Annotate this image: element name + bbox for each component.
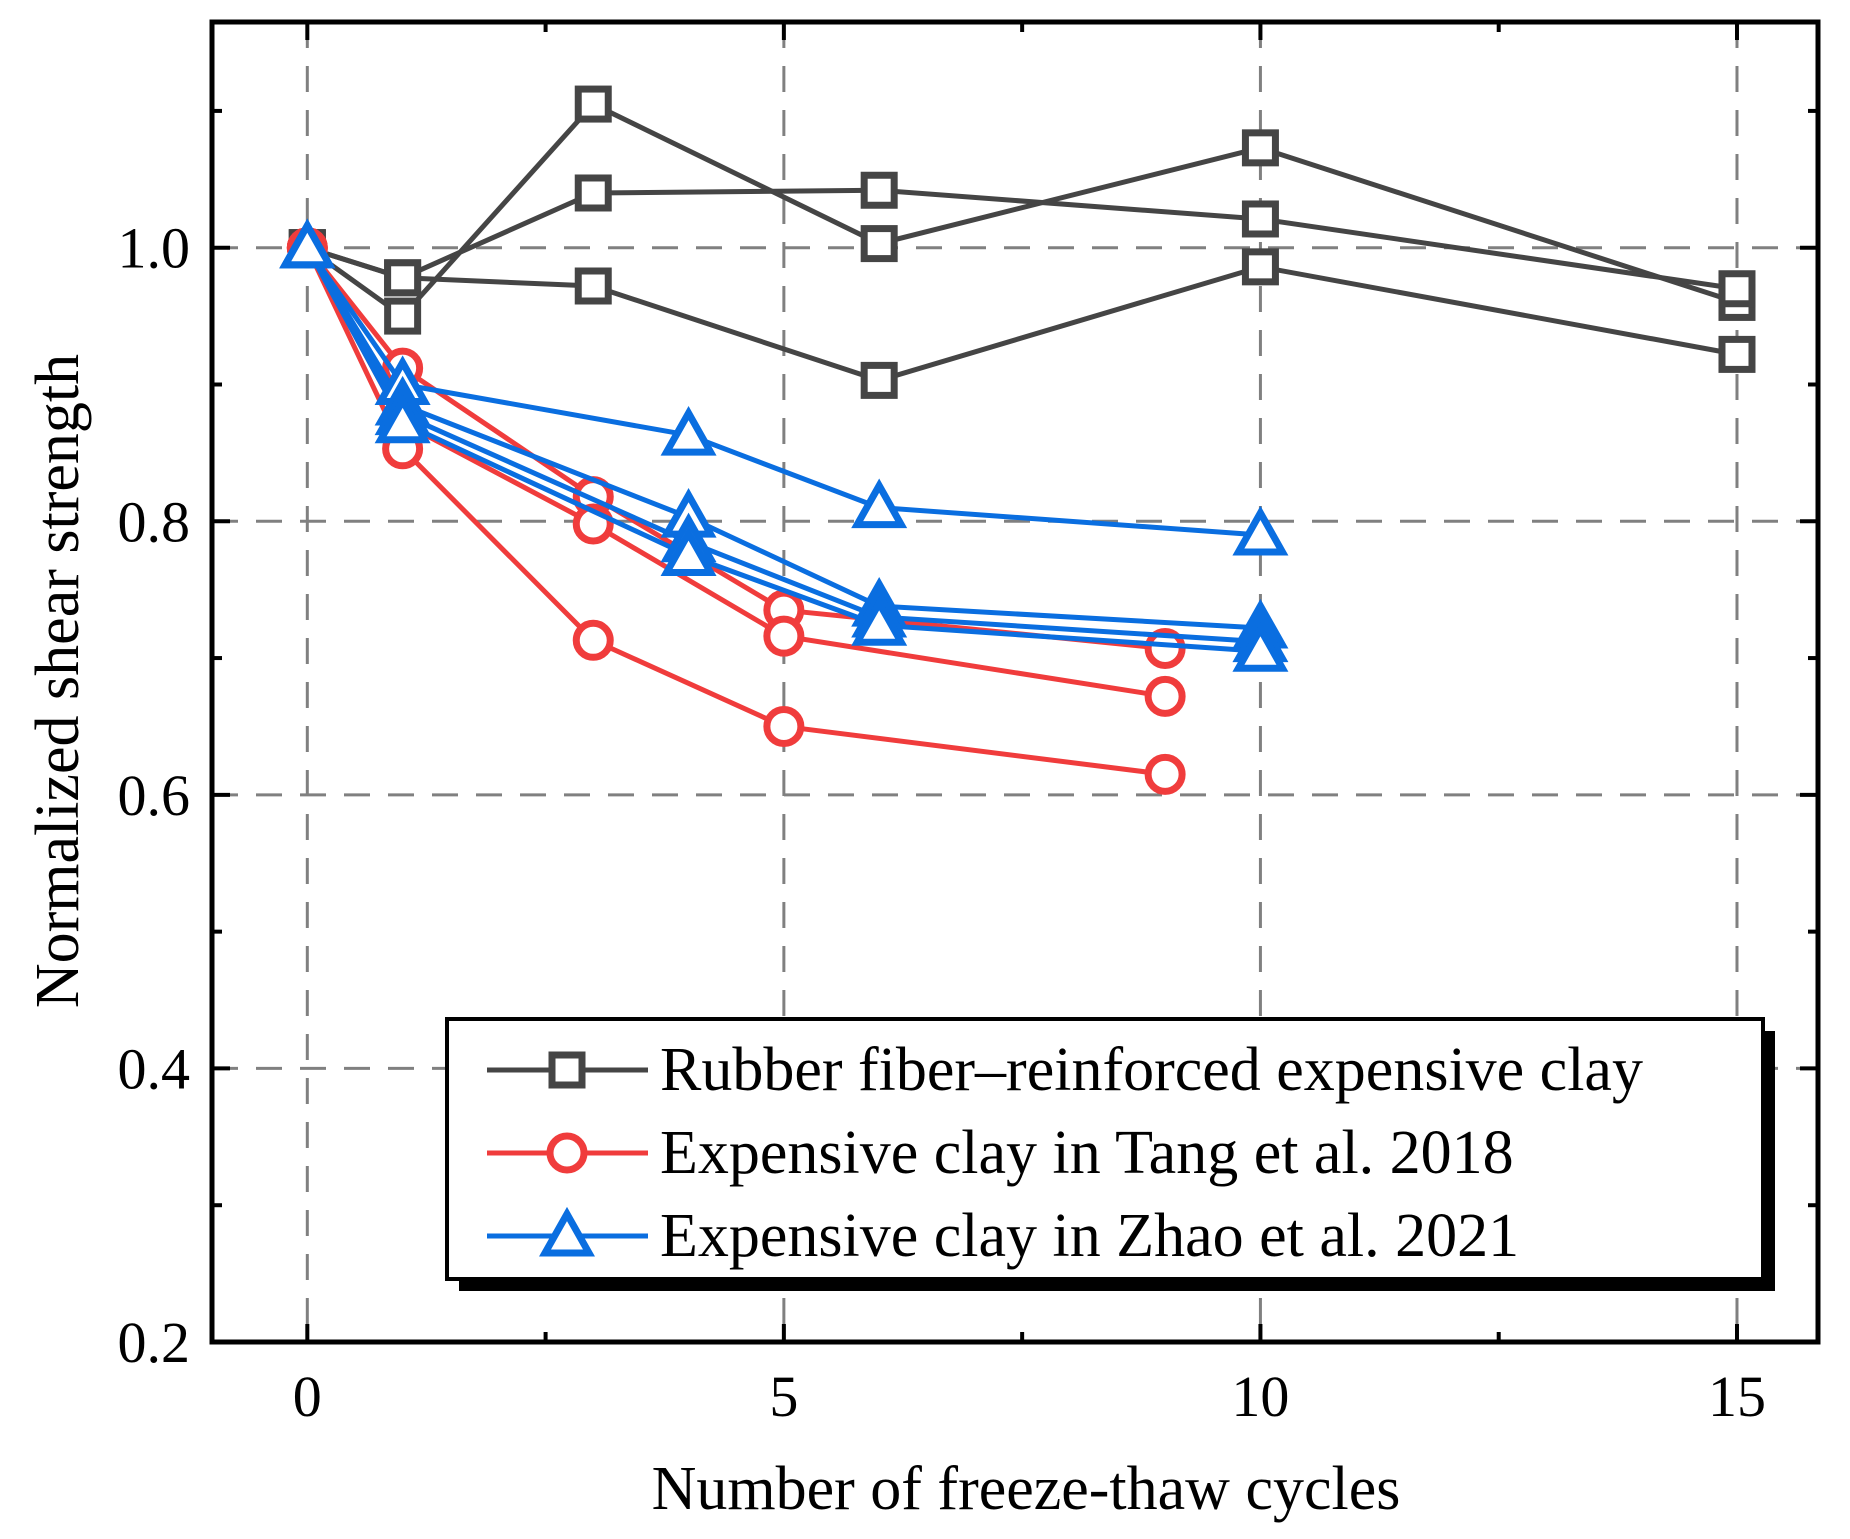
plot-frame: [209, 19, 1821, 1345]
series-line-square-2: [306, 187, 1738, 292]
y-axis-title: Normalized shear strength: [24, 354, 92, 1008]
legend-label: Expensive clay in Zhao et al. 2021: [660, 1202, 1519, 1270]
data-point-triangle: [279, 218, 336, 269]
legend-entry-square: Rubber fiber–reinforced expensive clay: [487, 1036, 1643, 1104]
tick-labels: 0 5 10 15 0.2 0.4 0.6 0.8 1.0: [118, 216, 1766, 1429]
data-point-triangle: [851, 596, 908, 646]
data-point-circle: [1144, 675, 1186, 717]
data-point-circle: [763, 705, 805, 747]
x-axis-title: Number of freeze-thaw cycles: [652, 1455, 1401, 1523]
data-point-square: [384, 297, 422, 335]
series-group-triangle: [279, 218, 1289, 672]
data-point-square: [384, 259, 422, 297]
data-point-triangle: [1232, 505, 1289, 556]
legend-box: [445, 1017, 1765, 1281]
y-tick-label: 0.2: [118, 1310, 191, 1375]
data-point-square: [1241, 129, 1279, 167]
data-point-circle: [1144, 753, 1186, 795]
legend-marker-square: [548, 1051, 586, 1089]
axis-ticks: [212, 22, 1818, 1344]
data-point-triangle: [851, 478, 908, 529]
data-point-square: [1718, 270, 1756, 308]
legend-entry-circle: Expensive clay in Tang et al. 2018: [487, 1119, 1514, 1187]
data-point-triangle: [660, 526, 717, 576]
series-line-square-3: [306, 245, 1738, 383]
legend-marker-triangle: [539, 1206, 595, 1257]
data-point-square: [1718, 335, 1756, 373]
legend-marker-circle: [546, 1132, 588, 1174]
series-group-circle: [286, 227, 1186, 795]
data-point-square: [860, 225, 898, 263]
data-point-square: [860, 171, 898, 209]
y-tick-label: 0.4: [118, 1036, 191, 1101]
data-point-square: [574, 174, 612, 212]
data-point-circle: [1144, 627, 1186, 669]
series-line-circle-3: [305, 246, 1166, 777]
data-point-triangle: [374, 393, 431, 444]
data-point-triangle: [660, 405, 717, 456]
data-point-square: [574, 85, 612, 123]
legend: Rubber fiber–reinforced expensive clay Ex…: [445, 1017, 1775, 1291]
y-tick-label: 0.6: [118, 763, 191, 828]
data-point-square: [1241, 248, 1279, 286]
legend-label: Expensive clay in Tang et al. 2018: [660, 1119, 1514, 1187]
data-point-square: [574, 267, 612, 305]
data-point-circle: [763, 615, 805, 657]
data-point-square: [860, 361, 898, 399]
legend-entry-triangle: Expensive clay in Zhao et al. 2021: [487, 1202, 1519, 1270]
data-point-circle: [572, 619, 614, 661]
legend-label: Rubber fiber–reinforced expensive clay: [660, 1036, 1643, 1104]
data-series: [279, 85, 1756, 795]
data-point-triangle: [1232, 622, 1289, 672]
y-tick-label: 1.0: [118, 216, 191, 281]
x-tick-label: 15: [1708, 1364, 1766, 1429]
y-tick-label: 0.8: [118, 489, 191, 554]
series-line-circle-1: [305, 246, 1166, 651]
series-group-square: [288, 85, 1756, 399]
x-tick-label: 0: [293, 1364, 322, 1429]
x-tick-label: 10: [1231, 1364, 1289, 1429]
data-point-square: [1241, 200, 1279, 238]
x-tick-label: 5: [769, 1364, 798, 1429]
